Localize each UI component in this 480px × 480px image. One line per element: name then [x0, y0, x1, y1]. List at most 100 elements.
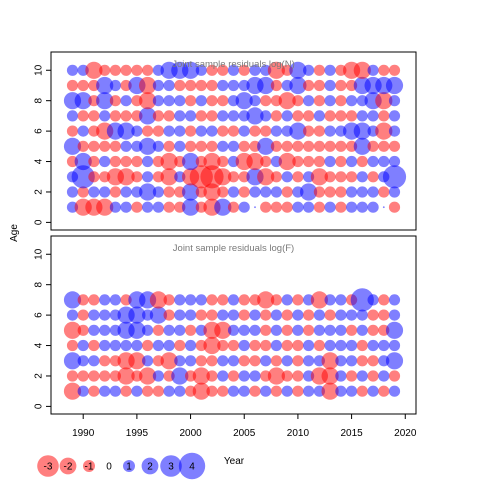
residual-bubble: [260, 309, 272, 321]
residual-bubble: [192, 367, 210, 385]
residual-bubble: [163, 385, 175, 397]
residual-bubble: [346, 370, 358, 382]
residual-bubble: [227, 309, 240, 321]
residual-bubble: [270, 201, 282, 213]
residual-bubble: [227, 79, 240, 92]
residual-bubble: [238, 355, 250, 367]
residual-bubble: [303, 64, 315, 76]
residual-bubble: [152, 79, 164, 92]
panel-title: Joint sample residuals log(F): [173, 243, 294, 254]
residual-bubble: [281, 339, 293, 352]
residual-bubble: [152, 385, 164, 397]
residual-bubble: [88, 155, 100, 168]
residual-bubble: [267, 61, 285, 79]
residual-bubble: [289, 61, 307, 79]
axes-layer: 0 2 4 6 8 10 0 2 4 6 8 10 1990 1995 2000 2005 2010 2015 20…: [34, 64, 417, 439]
residual-bubble: [335, 355, 347, 367]
residual-bubble: [324, 171, 336, 183]
y-tick-label: 4: [34, 342, 45, 348]
residual-bubble: [77, 385, 89, 397]
residual-bubble: [257, 76, 275, 95]
residual-bubble: [142, 355, 154, 367]
residual-bubble: [77, 125, 89, 137]
residual-bubble: [152, 201, 164, 213]
residual-bubble: [227, 186, 240, 198]
residual-bubble: [142, 125, 154, 137]
x-axis-label: Year: [224, 456, 245, 467]
residual-bubble: [185, 95, 197, 107]
residual-bubble: [367, 324, 379, 336]
residual-bubble: [335, 201, 347, 213]
residual-bubble: [142, 171, 154, 183]
residual-bubble: [303, 79, 315, 92]
residual-bubble: [131, 155, 143, 168]
residual-bubble: [388, 110, 401, 122]
residual-bubble: [270, 355, 282, 367]
residual-bubble: [385, 76, 404, 95]
residual-bubble: [367, 339, 379, 352]
residual-bubble: [303, 201, 315, 213]
residual-bubble: [66, 186, 79, 198]
residual-bubble: [99, 294, 111, 306]
residual-bubble: [120, 155, 132, 168]
residual-bubble: [367, 355, 379, 367]
panel-frame: [50, 51, 417, 231]
residual-bubble: [324, 125, 336, 137]
residual-bubble: [217, 64, 229, 76]
y-tick-label: 2: [34, 373, 45, 379]
residual-bubble: [249, 95, 261, 107]
residual-bubble: [163, 125, 175, 137]
residual-bubble: [289, 122, 307, 140]
residual-bubble: [324, 95, 336, 107]
residual-bubble: [227, 171, 240, 183]
residual-bubble: [335, 155, 347, 168]
residual-bubble: [163, 309, 175, 321]
residual-bubble: [300, 183, 318, 201]
legend-bubble: [141, 457, 159, 475]
residual-bubble: [367, 385, 379, 397]
residual-bubble: [270, 140, 282, 152]
residual-bubble: [281, 140, 293, 152]
legend-bubble: [123, 460, 135, 472]
residual-bubble: [321, 382, 339, 400]
residual-bubble: [74, 152, 92, 171]
residual-bubble: [185, 110, 197, 122]
residual-bubble: [142, 201, 154, 213]
residual-bubble: [77, 339, 89, 352]
residual-bubble: [163, 79, 175, 92]
residual-bubble: [281, 201, 293, 213]
residual-bubble: [99, 64, 111, 76]
residual-bubble: [109, 155, 121, 168]
legend-label: -2: [64, 462, 73, 473]
residual-bubble: [335, 294, 347, 306]
residual-bubble: [367, 201, 379, 213]
y-tick-label: 10: [34, 64, 45, 76]
residual-bubble: [152, 324, 164, 336]
residual-bubble: [109, 186, 121, 198]
residual-bubble: [182, 152, 200, 171]
residual-bubble: [257, 168, 275, 186]
residual-bubble: [206, 95, 218, 107]
residual-bubble: [249, 186, 261, 198]
residual-bubble: [292, 140, 304, 152]
residual-bubble: [227, 370, 240, 382]
residual-bubble: [99, 339, 111, 352]
residual-bubble: [139, 367, 157, 385]
residual-bubble: [367, 155, 379, 168]
residual-bubble: [313, 324, 325, 336]
residual-bubble: [217, 294, 229, 306]
residual-bubble: [174, 309, 186, 321]
residual-bubble: [160, 352, 178, 370]
residual-bubble: [109, 385, 121, 397]
residual-bubble: [217, 79, 229, 92]
residual-bubble: [356, 385, 368, 397]
residual-bubble: [217, 385, 229, 397]
legend-bubble: [37, 455, 59, 477]
residual-bubble: [313, 155, 325, 168]
residual-bubble: [378, 309, 390, 321]
residual-bubble: [63, 321, 82, 339]
residual-bubble: [131, 201, 143, 213]
residual-bubble: [260, 339, 272, 352]
residual-bubble: [378, 140, 390, 152]
residual-bubble: [335, 339, 347, 352]
